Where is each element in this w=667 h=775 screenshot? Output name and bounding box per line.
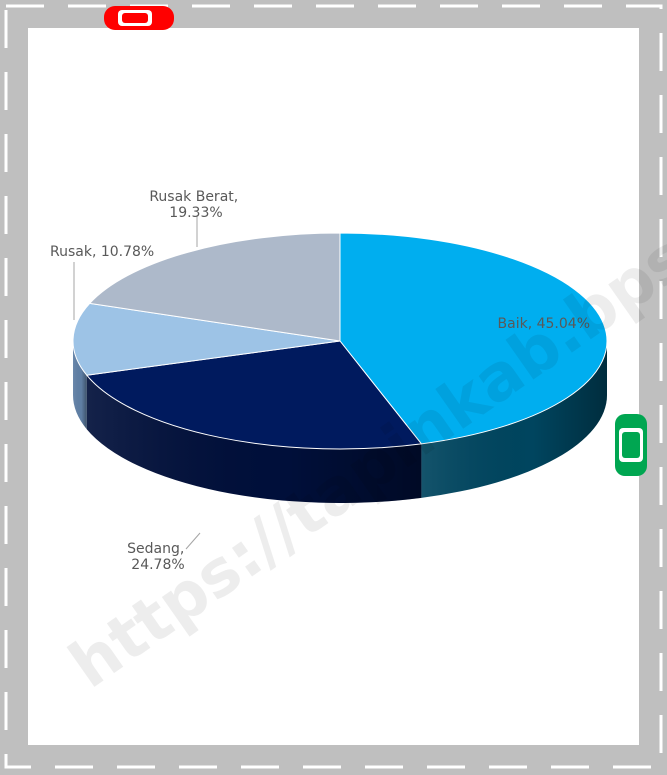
pie-slice-rusak-berat <box>89 232 341 342</box>
pie-side-shade <box>73 341 87 430</box>
leader-line <box>185 532 201 550</box>
label-baik: Baik, 45.04% <box>498 316 590 332</box>
car-red-icon <box>104 6 174 30</box>
leader-lines <box>73 216 201 550</box>
label-sedang: Sedang, 24.78% <box>127 541 189 573</box>
pie-side-shade <box>86 375 422 503</box>
pie-sides <box>73 341 607 503</box>
pie-side-shade <box>421 341 607 498</box>
label-rusak-berat: Rusak Berat, 19.33% <box>149 189 242 221</box>
pie-slice-sedang <box>86 340 422 450</box>
car-green-icon <box>615 414 647 476</box>
pie-slice-baik <box>339 232 608 445</box>
pie-slices <box>72 232 608 450</box>
label-rusak: Rusak, 10.78% <box>50 244 154 260</box>
pie-slice-rusak <box>72 302 341 376</box>
lane-marking <box>4 4 663 769</box>
